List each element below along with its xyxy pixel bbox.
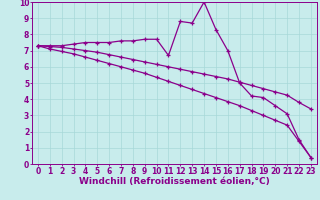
X-axis label: Windchill (Refroidissement éolien,°C): Windchill (Refroidissement éolien,°C): [79, 177, 270, 186]
